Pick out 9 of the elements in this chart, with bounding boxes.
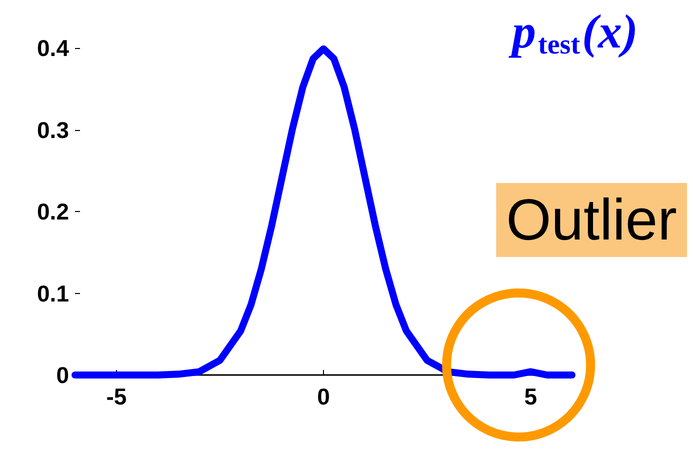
y-tick-label: 0.1	[37, 280, 70, 306]
y-tick-label: 0.4	[37, 35, 70, 61]
x-tick-label: 0	[317, 384, 330, 410]
y-tick-label: 0.2	[37, 198, 69, 224]
annotation: Outlier	[506, 188, 677, 252]
x-tick-label: -5	[106, 384, 127, 410]
y-tick-label: 0	[56, 362, 69, 388]
x-tick-label: 5	[524, 384, 538, 410]
y-tick-label: 0.3	[37, 116, 69, 143]
